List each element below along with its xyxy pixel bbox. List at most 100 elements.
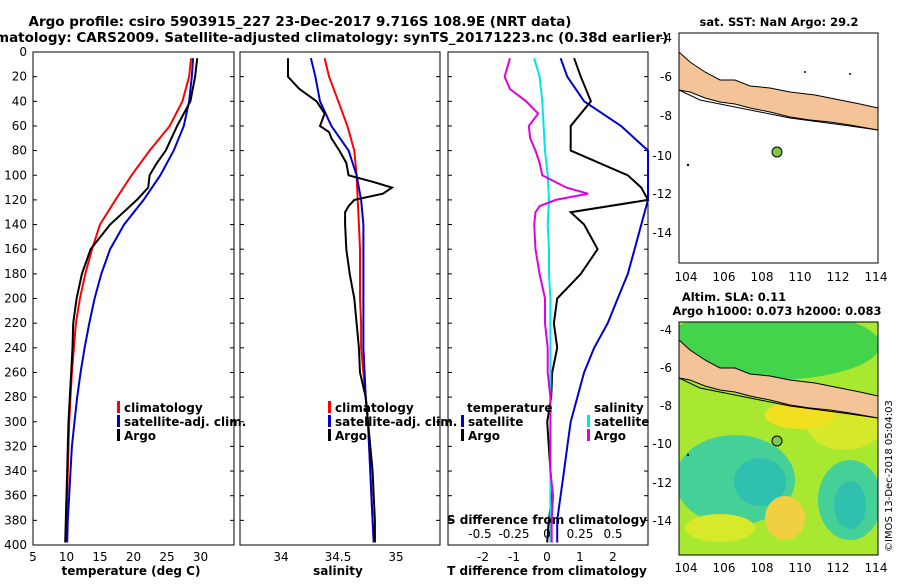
map-ytick: -10	[652, 437, 672, 451]
map-xtick: 114	[865, 561, 888, 575]
depth-tick-label: 320	[4, 439, 27, 453]
depth-tick-label: 140	[4, 218, 27, 232]
depth-tick-label: 100	[4, 168, 27, 182]
depth-tick-label: 220	[4, 316, 27, 330]
map-xtick: 108	[751, 561, 774, 575]
depth-tick-label: 40	[12, 94, 27, 108]
temp-tick: 30	[193, 550, 208, 564]
legend-climatology: climatology	[124, 401, 203, 415]
tdiff-tick: -2	[477, 550, 489, 564]
sal-tick: 34.5	[325, 550, 352, 564]
series-line-temperature-argo	[546, 57, 650, 543]
salinity-panel-frame	[239, 51, 441, 546]
legend-argo: Argo	[335, 429, 367, 443]
sdiff-ticks: -0.5 -0.25 0 0.25 0.5	[468, 527, 622, 541]
legend-swatch-climatology	[328, 401, 331, 413]
sla-map	[679, 322, 878, 555]
depth-tick-label: 360	[4, 489, 27, 503]
sdiff-tick: 0.5	[603, 527, 622, 541]
tdiff-tick: -1	[508, 550, 520, 564]
legend-swatch-satellite	[328, 415, 331, 427]
sdiff-tick: 0.25	[567, 527, 594, 541]
tdiff-tick: 0	[543, 550, 551, 564]
depth-tick-label: 400	[4, 538, 27, 552]
map-ytick: -6	[660, 70, 672, 84]
map-xtick: 108	[751, 270, 774, 284]
map-ytick: -12	[652, 187, 672, 201]
legend-satellite: satellite-adj. clim.	[335, 415, 457, 429]
argo-float-marker	[771, 146, 783, 158]
depth-tick-label: 180	[4, 267, 27, 281]
depth-tick-label: 280	[4, 390, 27, 404]
island-dot	[804, 71, 806, 73]
legend-swatch-s-argo	[587, 429, 590, 441]
map-xtick: 114	[865, 270, 888, 284]
salinity-x-label: salinity	[313, 564, 363, 578]
legend-swatch-argo	[328, 429, 331, 441]
legend-s-argo: Argo	[594, 429, 626, 443]
legend-swatch-s-satellite	[587, 415, 590, 427]
argo-float-marker	[771, 435, 783, 447]
sla-yellow-patch	[685, 514, 755, 542]
sla-orange-patch	[765, 496, 805, 540]
figure-title-line1: Argo profile: csiro 5903915_227 23-Dec-2…	[29, 14, 572, 30]
sal-tick: 35	[388, 550, 403, 564]
series-line-satellite-adj-clim-	[66, 58, 195, 543]
sst-map-title: sat. SST: NaN Argo: 29.2	[699, 15, 858, 29]
map-xtick: 104	[675, 270, 698, 284]
map-xtick: 112	[827, 270, 850, 284]
sst-map	[678, 32, 879, 264]
tdiff-tick: 1	[576, 550, 584, 564]
island-dot	[849, 73, 851, 75]
map-xtick: 112	[827, 561, 850, 575]
depth-axis-labels: 0 20 40 60 80 100 120 140 160 180 200 220 240 260 280 3…	[4, 45, 27, 552]
map-xtick: 110	[789, 270, 812, 284]
depth-tick-label: 380	[4, 513, 27, 527]
salinity-x-ticks: 34 34.5 35	[273, 550, 403, 564]
map-xtick: 104	[675, 561, 698, 575]
series-line-salinity-argo	[503, 57, 589, 543]
difference-panel-frame	[447, 51, 649, 546]
depth-tick-label: 200	[4, 292, 27, 306]
tdiff-tick: 2	[609, 550, 617, 564]
temperature-legend: climatology satellite-adj. clim. Argo	[117, 401, 246, 443]
legend-s-satellite: satellite	[594, 415, 649, 429]
coastline-contour	[679, 377, 878, 419]
sla-map-frame	[678, 321, 879, 556]
depth-tick-label: 260	[4, 365, 27, 379]
legend-swatch-t-satellite	[461, 415, 464, 427]
legend-climatology: climatology	[335, 401, 414, 415]
depth-tick-label: 0	[19, 45, 27, 59]
sla-teal-core	[834, 481, 866, 529]
map-ytick: -12	[652, 476, 672, 490]
figure-title-line2: Climatology: CARS2009. Satellite-adjuste…	[0, 30, 668, 46]
map-xtick: 110	[789, 561, 812, 575]
legend-argo: Argo	[124, 429, 156, 443]
coastline-contour	[678, 89, 879, 131]
map-xtick: 106	[713, 561, 736, 575]
legend-t-satellite: satellite	[468, 415, 523, 429]
temp-tick: 25	[159, 550, 174, 564]
java-island-shape	[679, 339, 878, 419]
depth-tick-label: 20	[12, 70, 27, 84]
sla-map-xticks: 104 106 108 110 112 114	[675, 561, 888, 575]
difference-legend: temperature satellite Argo salinity sate…	[461, 401, 649, 443]
legend-salinity-header: salinity	[594, 401, 644, 415]
sla-teal-core	[734, 458, 786, 506]
series-line-argo	[64, 58, 199, 543]
map-ytick: -6	[660, 361, 672, 375]
sla-map-yticks: -4 -6 -8 -10 -12 -14	[652, 323, 672, 528]
temperature-x-ticks: 5 10 15 20 25 30	[29, 550, 208, 564]
series-line-satellite-adj-clim-	[309, 57, 375, 543]
series-line-argo	[287, 58, 395, 543]
map-ytick: -14	[652, 514, 672, 528]
legend-swatch-climatology	[117, 401, 120, 413]
temp-tick: 5	[29, 550, 37, 564]
tdiff-x-ticks: -2 -1 0 1 2	[477, 550, 617, 564]
legend-satellite: satellite-adj. clim.	[124, 415, 246, 429]
sdiff-tick: -0.25	[498, 527, 529, 541]
map-ytick: -4	[660, 31, 672, 45]
sdiff-axis-label: S difference from climatology	[447, 513, 647, 527]
